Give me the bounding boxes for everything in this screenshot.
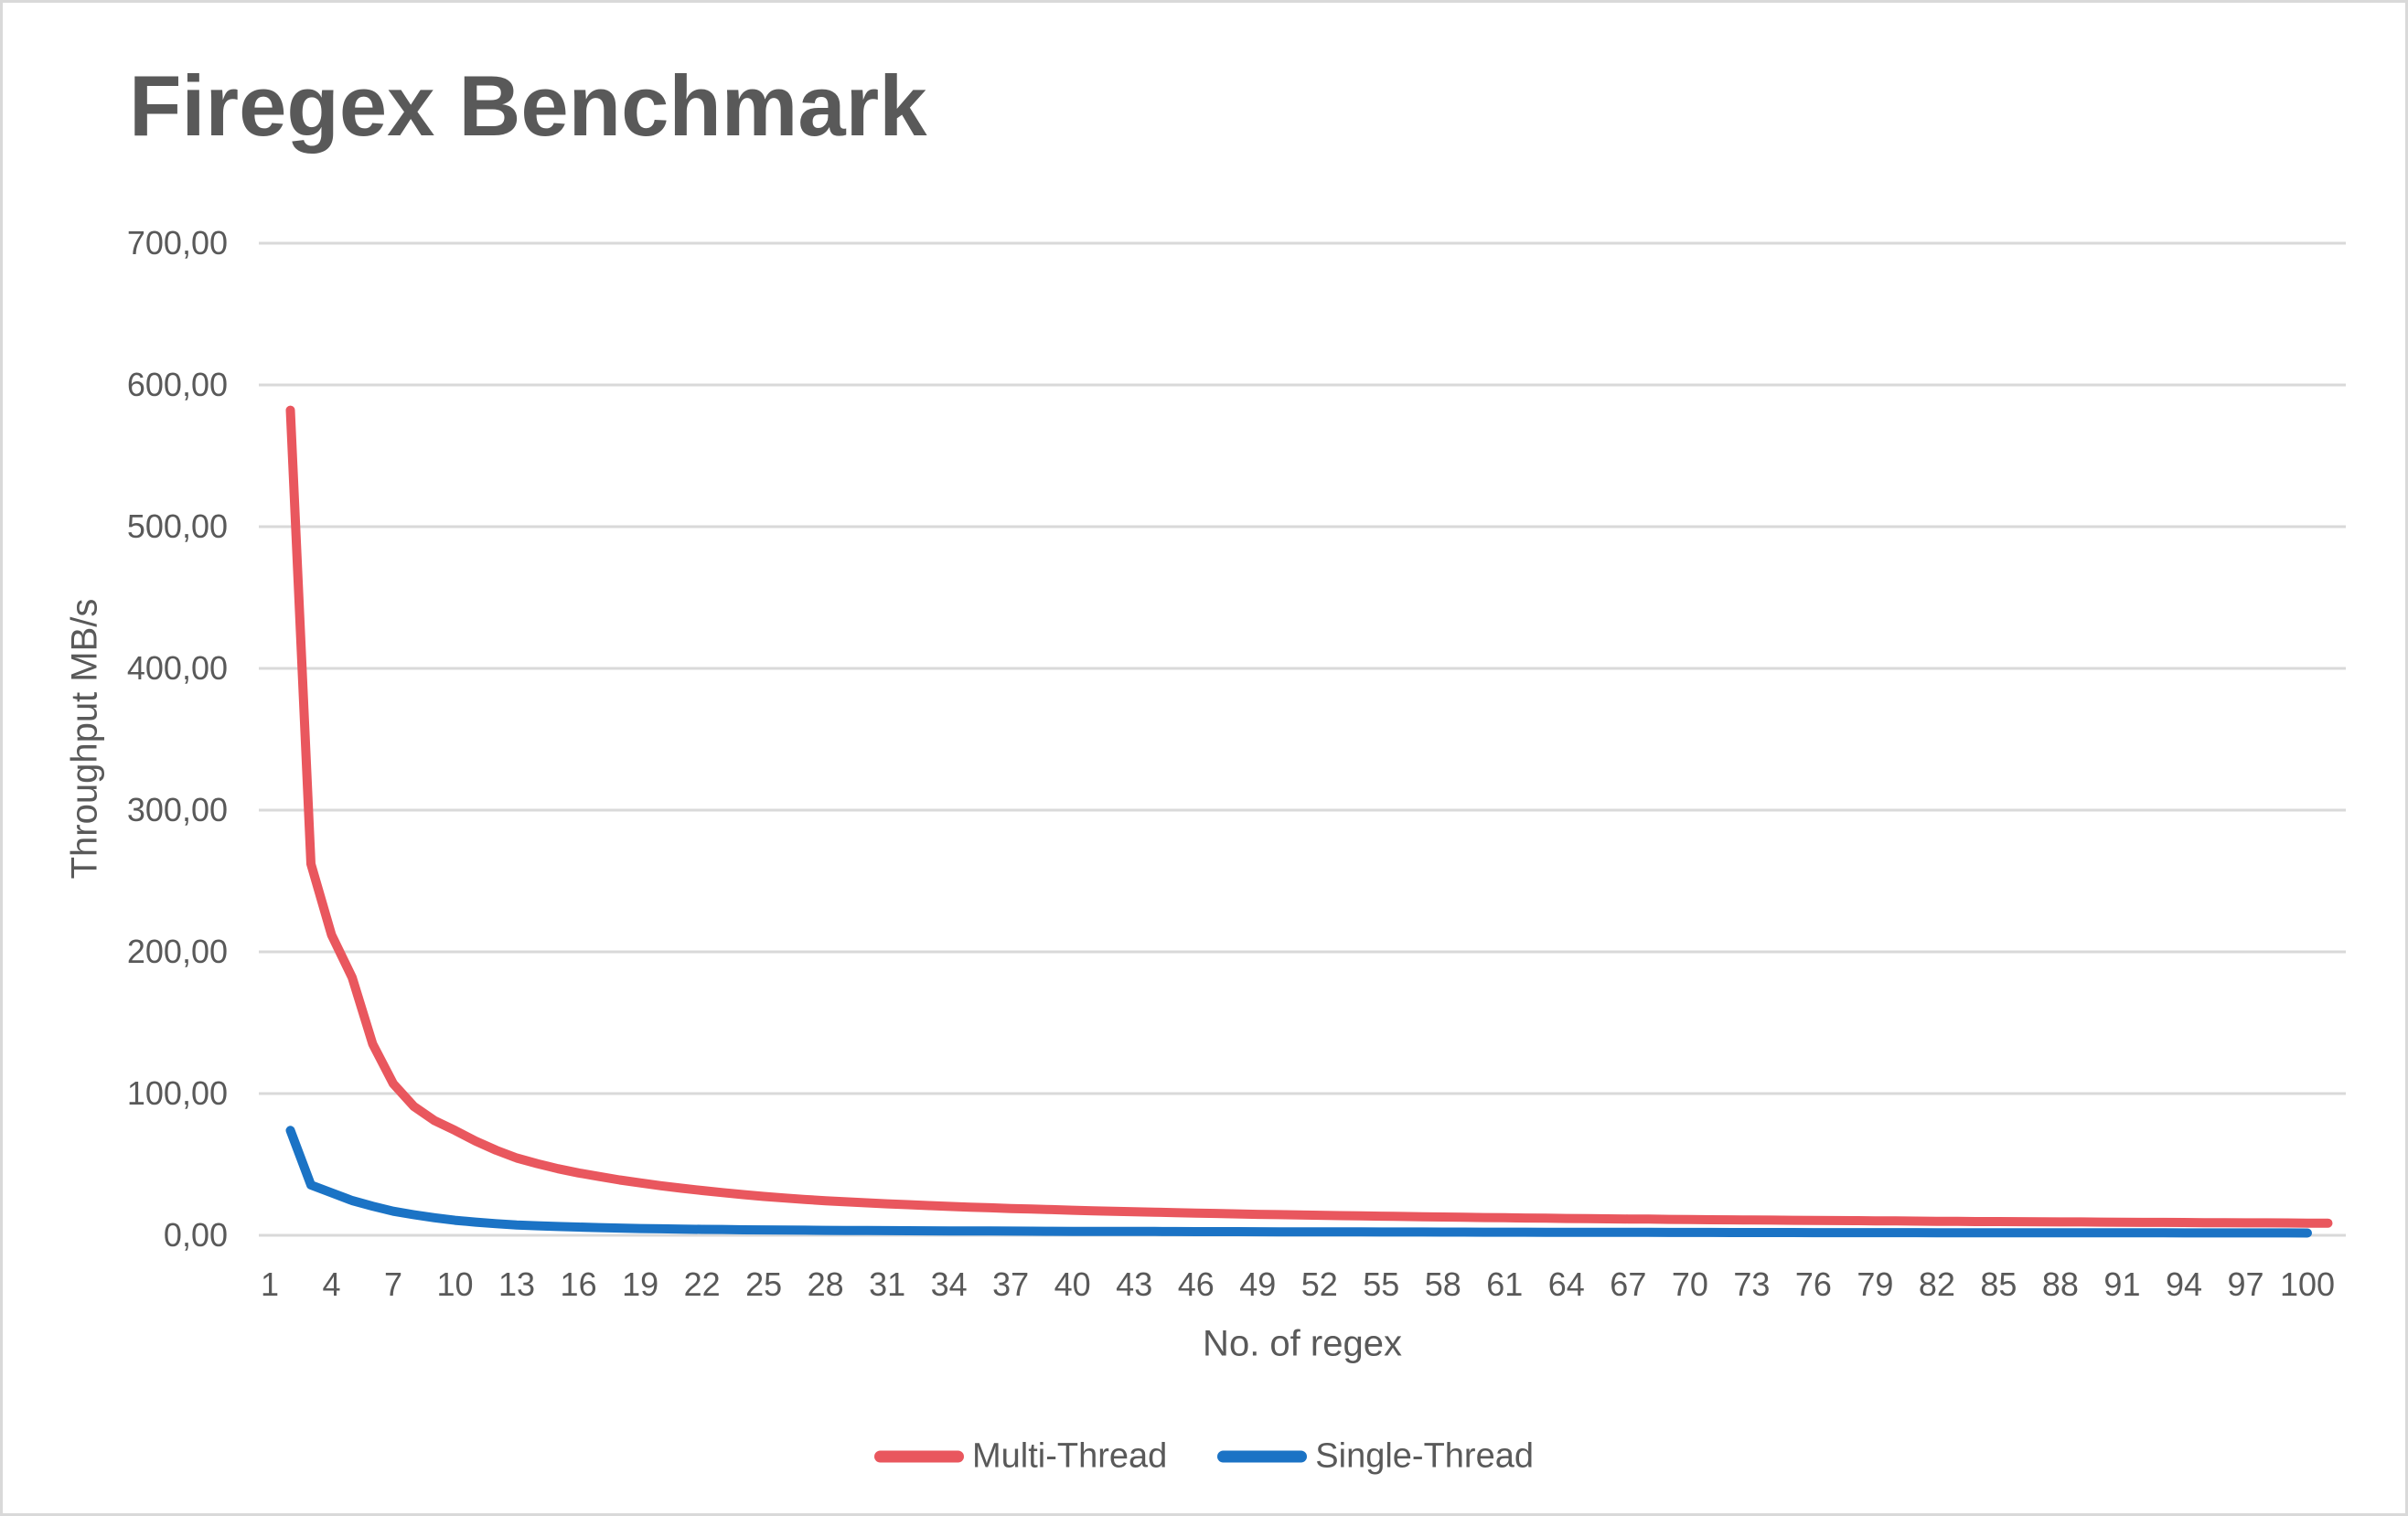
x-tick-label: 37 [992, 1265, 1029, 1303]
x-axis-title: No. of regex [1203, 1323, 1402, 1364]
x-tick-label: 85 [1980, 1265, 2017, 1303]
x-tick-label: 43 [1116, 1265, 1152, 1303]
x-tick-label: 25 [745, 1265, 782, 1303]
x-tick-label: 1 [261, 1265, 279, 1303]
x-tick-labels: 1 4 7 10 13 16 19 22 25 28 31 34 37 40 43 46 49 52 55 58 61 6… [261, 1265, 2335, 1303]
x-tick-label: 4 [322, 1265, 340, 1303]
x-tick-label: 31 [869, 1265, 905, 1303]
x-tick-label: 82 [1919, 1265, 1955, 1303]
y-tick-label: 200,00 [127, 933, 228, 970]
x-tick-label: 46 [1178, 1265, 1215, 1303]
x-tick-label: 22 [684, 1265, 721, 1303]
x-tick-label: 13 [498, 1265, 535, 1303]
legend-item-single-thread: Single-Thread [1217, 1437, 1534, 1477]
y-tick-label: 300,00 [127, 791, 228, 828]
legend-label-multi-thread: Multi-Thread [972, 1436, 1168, 1476]
series-single-thread-line [285, 1126, 2312, 1238]
multi-thread-line-marker [874, 1450, 964, 1463]
single-thread-line-marker [1217, 1450, 1308, 1463]
x-tick-label: 76 [1795, 1265, 1832, 1303]
series-multi-thread-line [285, 405, 2333, 1228]
plot-area: 0,00 100,00 200,00 300,00 400,00 500,00 600,00… [127, 224, 2346, 1303]
x-tick-label: 16 [561, 1265, 597, 1303]
x-tick-label: 70 [1672, 1265, 1708, 1303]
x-tick-label: 55 [1363, 1265, 1399, 1303]
x-tick-label: 91 [2103, 1265, 2140, 1303]
legend: Multi-Thread Single-Thread [3, 1437, 2405, 1477]
x-tick-label: 49 [1239, 1265, 1276, 1303]
chart-title: Firegex Benchmark [129, 58, 927, 154]
x-tick-label: 88 [2042, 1265, 2079, 1303]
y-tick-label: 700,00 [127, 224, 228, 262]
y-tick-label: 100,00 [127, 1074, 228, 1112]
y-tick-label: 0,00 [164, 1216, 228, 1254]
x-tick-label: 100 [2280, 1265, 2335, 1303]
x-tick-label: 34 [931, 1265, 968, 1303]
y-tick-label: 600,00 [127, 366, 228, 403]
x-tick-label: 94 [2166, 1265, 2202, 1303]
x-tick-label: 7 [384, 1265, 402, 1303]
x-tick-label: 79 [1857, 1265, 1893, 1303]
x-tick-label: 40 [1054, 1265, 1091, 1303]
x-tick-label: 10 [437, 1265, 474, 1303]
x-tick-label: 61 [1486, 1265, 1523, 1303]
x-tick-label: 58 [1425, 1265, 1461, 1303]
gridlines [259, 241, 2346, 1237]
x-tick-label: 64 [1548, 1265, 1585, 1303]
x-tick-label: 73 [1733, 1265, 1770, 1303]
x-tick-label: 19 [622, 1265, 658, 1303]
x-tick-label: 67 [1610, 1265, 1646, 1303]
legend-label-single-thread: Single-Thread [1315, 1436, 1534, 1476]
x-tick-label: 52 [1301, 1265, 1338, 1303]
y-tick-label: 400,00 [127, 649, 228, 687]
x-tick-label: 28 [808, 1265, 844, 1303]
legend-item-multi-thread: Multi-Thread [874, 1437, 1167, 1477]
y-tick-label: 500,00 [127, 507, 228, 545]
y-tick-labels: 0,00 100,00 200,00 300,00 400,00 500,00 600,00… [127, 224, 228, 1254]
x-tick-label: 97 [2227, 1265, 2264, 1303]
